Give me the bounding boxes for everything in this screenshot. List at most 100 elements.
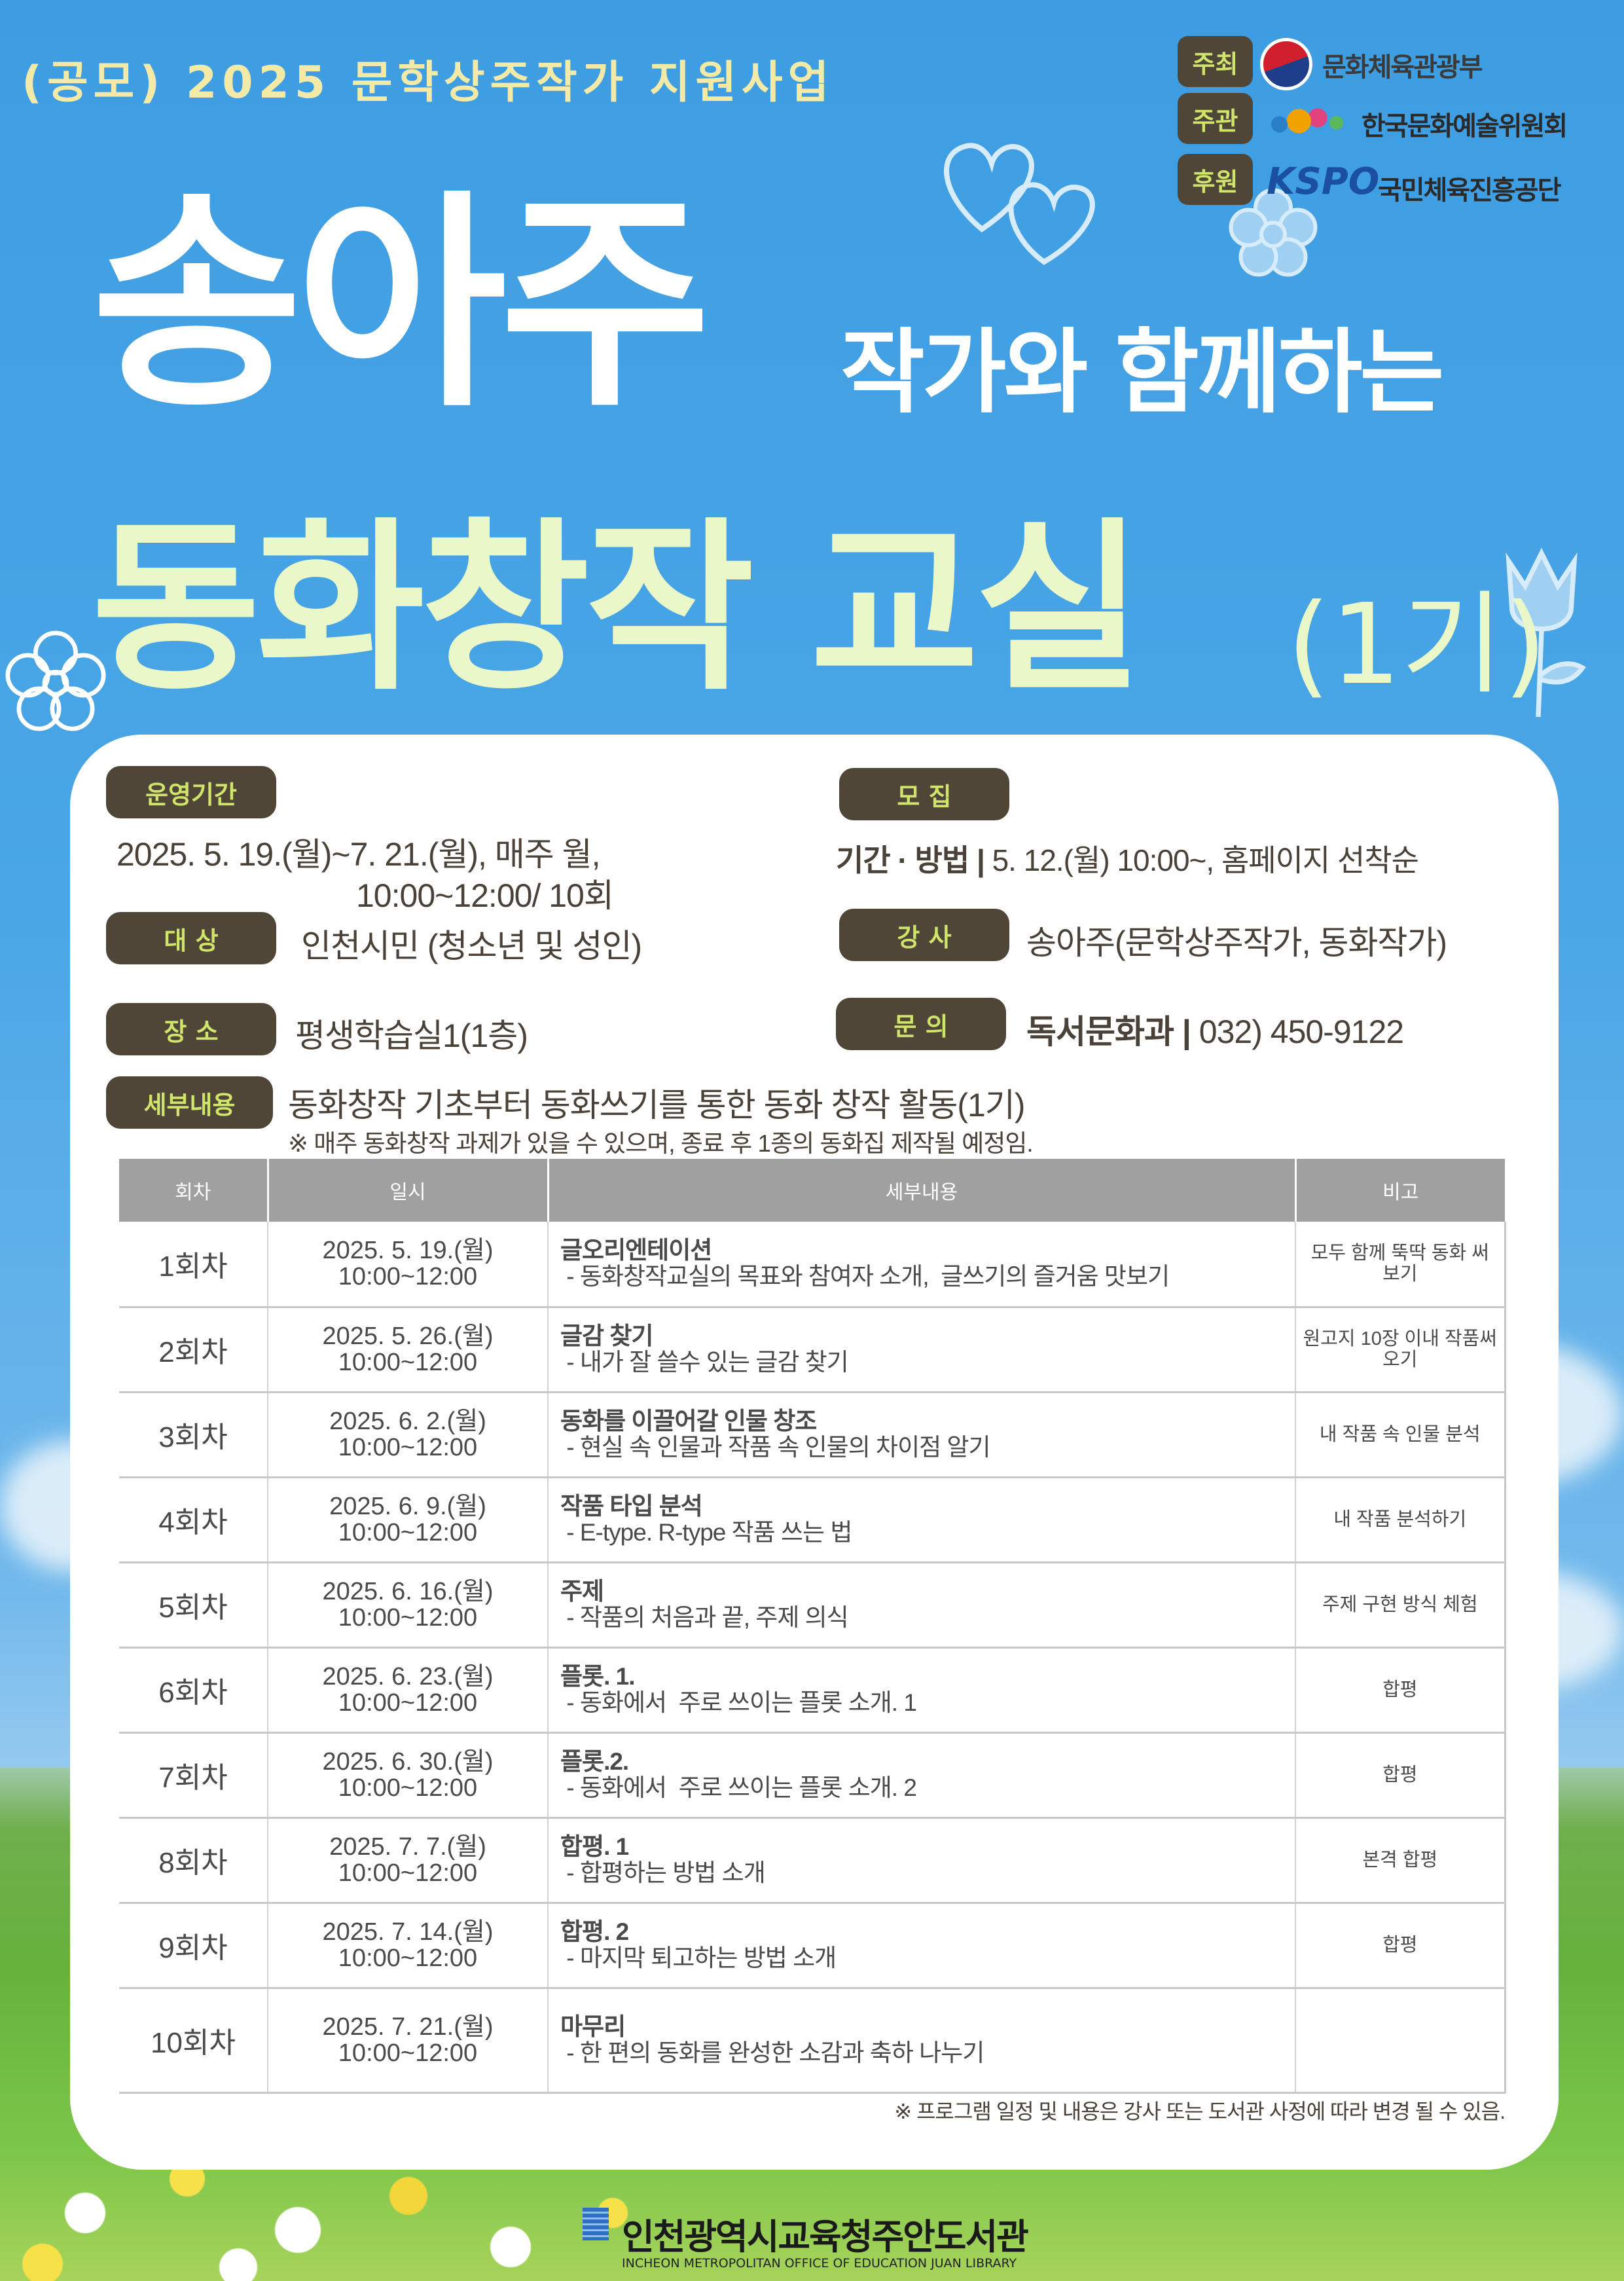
session-time: 10:00~12:00 bbox=[338, 2039, 478, 2067]
session-time: 10:00~12:00 bbox=[338, 1434, 478, 1461]
place-label: 장 소 bbox=[106, 1003, 276, 1055]
session-desc: - 한 편의 동화를 완성한 소감과 축하 나누기 bbox=[560, 2039, 984, 2066]
session-time: 10:00~12:00 bbox=[338, 1519, 478, 1546]
table-row: 4회차 2025. 6. 9.(월) 10:00~12:00 작품 타입 분석 -… bbox=[119, 1477, 1506, 1563]
table-row: 10회차 2025. 7. 21.(월) 10:00~12:00 마무리 - 한 … bbox=[119, 1988, 1506, 2094]
session-title: 글감 찾기 bbox=[560, 1323, 653, 1349]
session-title: 합평. 1 bbox=[560, 1833, 629, 1860]
header-note: 비고 bbox=[1294, 1159, 1505, 1222]
target-label: 대 상 bbox=[106, 912, 276, 964]
round-cell: 10회차 bbox=[119, 1988, 268, 2094]
session-time: 10:00~12:00 bbox=[338, 1263, 478, 1291]
content-cell: 마무리 - 한 편의 동화를 완성한 소감과 축하 나누기 bbox=[547, 1988, 1295, 2094]
session-title: 합평. 2 bbox=[560, 1918, 629, 1945]
content-cell: 주제 - 작품의 처음과 끝, 주제 의식 bbox=[547, 1562, 1295, 1649]
note-cell: 합평 bbox=[1295, 1732, 1506, 1819]
round-cell: 8회차 bbox=[119, 1817, 268, 1904]
session-desc: - 작품의 처음과 끝, 주제 의식 bbox=[560, 1604, 848, 1631]
header-round: 회차 bbox=[119, 1159, 268, 1222]
session-desc: - 합평하는 방법 소개 bbox=[560, 1859, 765, 1886]
lecturer-label: 강 사 bbox=[839, 909, 1009, 961]
session-desc: - E-type. R-type 작품 쓰는 법 bbox=[560, 1519, 852, 1546]
host-badge: 주최 bbox=[1178, 36, 1253, 87]
author-name-title: 송아주 bbox=[92, 171, 711, 438]
date-cell: 2025. 7. 14.(월) 10:00~12:00 bbox=[267, 1903, 548, 1989]
session-date: 2025. 6. 2.(월) bbox=[329, 1408, 486, 1435]
flower-outline-icon bbox=[1229, 188, 1318, 277]
round-cell: 6회차 bbox=[119, 1647, 268, 1734]
period-value: 2025. 5. 19.(월)~7. 21.(월), 매주 월, bbox=[117, 836, 601, 873]
session-title: 글오리엔테이션 bbox=[560, 1237, 712, 1264]
ministry-logo-icon bbox=[1260, 38, 1312, 90]
content-cell: 글감 찾기 - 내가 잘 쓸수 있는 글감 찾기 bbox=[547, 1307, 1295, 1393]
hearts-icon bbox=[944, 143, 1095, 265]
table-row: 1회차 2025. 5. 19.(월) 10:00~12:00 글오리엔테이션 -… bbox=[119, 1222, 1506, 1308]
ministry-name: 문화체육관광부 bbox=[1322, 52, 1483, 82]
session-date: 2025. 6. 23.(월) bbox=[322, 1663, 494, 1690]
session-date: 2025. 6. 16.(월) bbox=[322, 1578, 494, 1605]
session-time: 10:00~12:00 bbox=[338, 1689, 478, 1717]
lecturer-value: 송아주(문학상주작가, 동화작가) bbox=[1026, 924, 1447, 961]
note-cell bbox=[1295, 1988, 1506, 2094]
contact-phone: 032) 450-9122 bbox=[1199, 1013, 1404, 1050]
content-cell: 합평. 1 - 합평하는 방법 소개 bbox=[547, 1817, 1295, 1904]
table-row: 6회차 2025. 6. 23.(월) 10:00~12:00 플롯. 1. - … bbox=[119, 1647, 1506, 1734]
organizer-badge: 주관 bbox=[1178, 93, 1253, 144]
session-date: 2025. 6. 30.(월) bbox=[322, 1748, 494, 1776]
table-row: 3회차 2025. 6. 2.(월) 10:00~12:00 동화를 이끌어갈 인… bbox=[119, 1392, 1506, 1478]
table-row: 5회차 2025. 6. 16.(월) 10:00~12:00 주제 - 작품의 … bbox=[119, 1562, 1506, 1649]
table-row: 8회차 2025. 7. 7.(월) 10:00~12:00 합평. 1 - 합평… bbox=[119, 1817, 1506, 1904]
table-row: 9회차 2025. 7. 14.(월) 10:00~12:00 합평. 2 - 마… bbox=[119, 1903, 1506, 1989]
table-row: 2회차 2025. 5. 26.(월) 10:00~12:00 글감 찾기 - 내… bbox=[119, 1307, 1506, 1393]
session-title: 주제 bbox=[560, 1578, 604, 1605]
note-cell: 본격 합평 bbox=[1295, 1817, 1506, 1904]
content-cell: 플롯. 1. - 동화에서 주로 쓰이는 플롯 소개. 1 bbox=[547, 1647, 1295, 1734]
library-name-en: INCHEON METROPOLITAN OFFICE OF EDUCATION… bbox=[622, 2256, 1017, 2271]
detail-value: 동화창작 기초부터 동화쓰기를 통한 동화 창작 활동(1기) bbox=[288, 1087, 1025, 1123]
session-date: 2025. 7. 7.(월) bbox=[329, 1833, 486, 1861]
sponsor-badge: 후원 bbox=[1178, 154, 1253, 205]
date-cell: 2025. 6. 2.(월) 10:00~12:00 bbox=[267, 1392, 548, 1478]
round-cell: 3회차 bbox=[119, 1392, 268, 1478]
target-value: 인천시민 (청소년 및 성인) bbox=[301, 928, 642, 964]
round-cell: 7회차 bbox=[119, 1732, 268, 1819]
note-cell: 합평 bbox=[1295, 1647, 1506, 1734]
note-cell: 내 작품 속 인물 분석 bbox=[1295, 1392, 1506, 1478]
footnote: ※ 프로그램 일정 및 내용은 강사 또는 도서관 사정에 따라 변경 될 수 … bbox=[894, 2100, 1506, 2123]
session-date: 2025. 7. 21.(월) bbox=[322, 2013, 494, 2041]
session-time: 10:00~12:00 bbox=[338, 1604, 478, 1632]
cohort-label: (1기) bbox=[1287, 580, 1547, 710]
note-cell: 내 작품 분석하기 bbox=[1295, 1477, 1506, 1563]
content-cell: 글오리엔테이션 - 동화창작교실의 목표와 참여자 소개, 글쓰기의 즐거움 맛… bbox=[547, 1222, 1295, 1308]
program-subtitle: (공모) 2025 문학상주작가 지원사업 bbox=[22, 57, 835, 109]
content-cell: 합평. 2 - 마지막 퇴고하는 방법 소개 bbox=[547, 1903, 1295, 1989]
round-cell: 2회차 bbox=[119, 1307, 268, 1393]
session-time: 10:00~12:00 bbox=[338, 1944, 478, 1972]
note-cell: 모두 함께 뚝딱 동화 써보기 bbox=[1295, 1222, 1506, 1308]
note-cell: 합평 bbox=[1295, 1903, 1506, 1989]
date-cell: 2025. 7. 7.(월) 10:00~12:00 bbox=[267, 1817, 548, 1904]
library-logo-icon bbox=[583, 2208, 609, 2240]
date-cell: 2025. 5. 26.(월) 10:00~12:00 bbox=[267, 1307, 548, 1393]
recruit-key: 기간 · 방법 | bbox=[836, 843, 985, 877]
session-time: 10:00~12:00 bbox=[338, 1859, 478, 1887]
contact-label: 문 의 bbox=[836, 998, 1006, 1050]
session-date: 2025. 6. 9.(월) bbox=[329, 1493, 486, 1520]
session-title: 작품 타입 분석 bbox=[560, 1493, 703, 1520]
session-title: 마무리 bbox=[560, 2013, 626, 2040]
period-time: 10:00~12:00/ 10회 bbox=[356, 877, 614, 914]
header-date: 일시 bbox=[266, 1159, 548, 1222]
round-cell: 9회차 bbox=[119, 1903, 268, 1989]
date-cell: 2025. 6. 16.(월) 10:00~12:00 bbox=[267, 1562, 548, 1649]
date-cell: 2025. 6. 30.(월) 10:00~12:00 bbox=[267, 1732, 548, 1819]
session-desc: - 동화에서 주로 쓰이는 플롯 소개. 2 bbox=[560, 1774, 917, 1801]
session-desc: - 동화창작교실의 목표와 참여자 소개, 글쓰기의 즐거움 맛보기 bbox=[560, 1263, 1170, 1290]
kspo-name: 국민체육진흥공단 bbox=[1378, 175, 1561, 206]
session-desc: - 내가 잘 쓸수 있는 글감 찾기 bbox=[560, 1349, 848, 1376]
session-desc: - 현실 속 인물과 작품 속 인물의 차이점 알기 bbox=[560, 1434, 990, 1461]
session-desc: - 동화에서 주로 쓰이는 플롯 소개. 1 bbox=[560, 1689, 917, 1716]
session-title: 동화를 이끌어갈 인물 창조 bbox=[560, 1408, 817, 1434]
tulip-icon bbox=[1506, 547, 1586, 718]
kspo-logo: KSPO bbox=[1267, 160, 1380, 203]
round-cell: 1회차 bbox=[119, 1222, 268, 1308]
